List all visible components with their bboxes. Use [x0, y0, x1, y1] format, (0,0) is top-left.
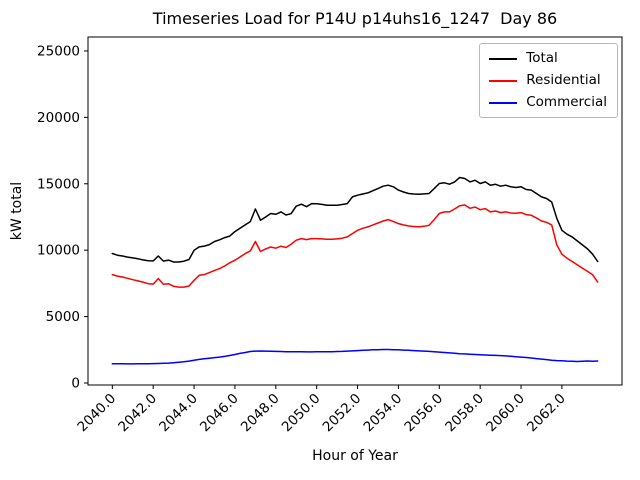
y-tick-label: 10000: [37, 243, 80, 259]
x-tick-label: 2050.0: [279, 391, 324, 436]
legend: Total Residential Commercial: [479, 43, 618, 118]
x-tick-label: 2052.0: [320, 391, 365, 436]
x-tick-label: 2044.0: [156, 391, 201, 436]
legend-label-residential: Residential: [526, 72, 601, 88]
total-line-swatch: [489, 57, 518, 60]
residential-line-swatch: [489, 79, 518, 82]
legend-label-total: Total: [526, 50, 558, 66]
y-tick-label: 25000: [37, 43, 80, 59]
y-tick-label: 15000: [37, 176, 80, 192]
x-tick-label: 2062.0: [524, 391, 569, 436]
x-tick-label: 2054.0: [361, 391, 406, 436]
legend-label-commercial: Commercial: [526, 94, 607, 110]
legend-item-total: Total: [489, 50, 607, 67]
x-tick-label: 2058.0: [442, 391, 487, 436]
x-tick-label: 2040.0: [74, 391, 119, 436]
x-tick-label: 2060.0: [483, 391, 528, 436]
series-line-residential: [111, 204, 599, 288]
plot-border: [87, 36, 623, 386]
commercial-line-swatch: [489, 101, 518, 104]
series-line-commercial: [111, 348, 599, 365]
chart-title: Timeseries Load for P14U p14uhs16_1247 D…: [152, 9, 558, 28]
legend-item-residential: Residential: [489, 72, 607, 89]
x-axis-label: Hour of Year: [312, 448, 398, 464]
x-tick-label: 2046.0: [197, 391, 242, 436]
y-tick-label: 20000: [37, 110, 80, 126]
series-line-total: [111, 176, 599, 263]
legend-item-commercial: Commercial: [489, 94, 607, 111]
y-tick-label: 5000: [46, 309, 80, 325]
y-axis-label: kW total: [9, 181, 25, 241]
x-tick-label: 2042.0: [115, 391, 160, 436]
y-tick-label: 0: [71, 376, 80, 392]
x-tick-label: 2056.0: [401, 391, 446, 436]
x-tick-label: 2048.0: [238, 391, 283, 436]
